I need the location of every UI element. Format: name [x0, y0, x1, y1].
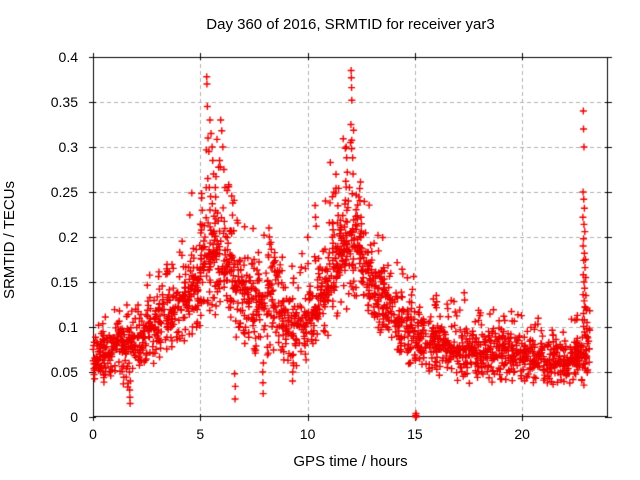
chart-title: Day 360 of 2016, SRMTID for receiver yar… — [206, 16, 495, 33]
x-axis-label: GPS time / hours — [293, 453, 408, 470]
x-tick-label: 10 — [299, 426, 316, 442]
x-tick-label: 5 — [196, 426, 205, 442]
y-tick-label: 0.1 — [58, 319, 78, 335]
x-tick-label: 20 — [514, 426, 530, 442]
x-tick-label: 0 — [89, 426, 97, 442]
y-tick-label: 0.25 — [50, 184, 78, 200]
y-tick-label: 0.35 — [50, 94, 78, 110]
y-tick-label: 0.4 — [58, 49, 78, 65]
y-tick-label: 0.2 — [58, 229, 78, 245]
y-tick-label: 0.05 — [50, 364, 78, 380]
x-tick-label: 15 — [407, 426, 423, 442]
y-tick-label: 0.15 — [50, 274, 78, 290]
y-tick-label: 0 — [70, 409, 78, 425]
y-tick-label: 0.3 — [58, 139, 78, 155]
